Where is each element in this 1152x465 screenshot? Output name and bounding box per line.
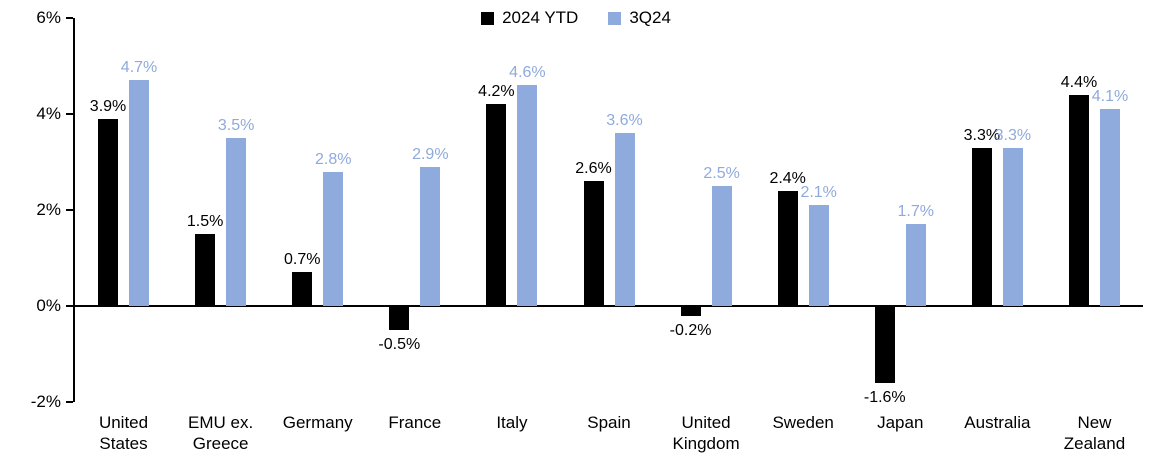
legend-swatch-3q24 <box>608 11 622 25</box>
bar-3q24 <box>1099 109 1120 306</box>
bar-2024-ytd <box>583 181 604 306</box>
value-label: 2.4% <box>769 169 806 187</box>
value-label: 3.3% <box>994 126 1032 144</box>
legend-swatch-2024-ytd <box>481 11 495 25</box>
value-label: 2.1% <box>800 184 837 202</box>
x-category-label: United States <box>98 413 149 454</box>
y-tick-label: 0% <box>36 296 61 315</box>
value-label: 3.6% <box>606 112 643 130</box>
bar-3q24 <box>226 138 247 306</box>
legend-item-2024-ytd: 2024 YTD <box>481 8 578 28</box>
bar-2024-ytd <box>971 147 992 306</box>
bar-3q24 <box>323 171 344 306</box>
value-label: 3.5% <box>217 117 255 134</box>
y-tick-mark <box>66 401 73 403</box>
value-label: 0.7% <box>283 251 321 269</box>
x-category-label: France <box>388 413 442 432</box>
value-label: 4.7% <box>120 59 158 77</box>
y-axis-line <box>73 18 75 402</box>
y-tick-label: -2% <box>30 392 61 411</box>
bar-2024-ytd <box>777 190 798 306</box>
chart-legend: 2024 YTD 3Q24 <box>0 8 1152 28</box>
x-category-label: Japan <box>877 413 924 432</box>
value-label: -0.2% <box>669 321 712 339</box>
x-category-label: EMU ex. Greece <box>188 413 254 454</box>
y-tick-mark <box>66 209 73 211</box>
value-label: 4.6% <box>509 64 546 82</box>
bar-2024-ytd <box>389 306 410 330</box>
x-category-label: United Kingdom <box>672 413 740 454</box>
value-label: 2.6% <box>575 160 612 178</box>
y-tick-label: 6% <box>36 8 61 27</box>
bar-3q24 <box>1002 147 1023 306</box>
value-label: 4.1% <box>1091 88 1129 106</box>
bar-2024-ytd <box>680 306 701 316</box>
bar-2024-ytd <box>874 306 895 383</box>
bar-3q24 <box>905 224 926 306</box>
x-category-label: Germany <box>282 413 353 432</box>
y-tick-mark <box>66 17 73 19</box>
bar-2024-ytd <box>486 104 507 306</box>
x-category-label: Italy <box>496 413 528 432</box>
x-category-label: Sweden <box>772 413 834 432</box>
y-tick-label: 2% <box>36 200 61 219</box>
legend-label-2024-ytd: 2024 YTD <box>502 8 579 27</box>
value-label: 3.3% <box>963 126 1001 144</box>
bar-3q24 <box>420 166 441 306</box>
x-category-label: New Zealand <box>1063 413 1126 454</box>
value-label: -0.5% <box>378 336 421 353</box>
value-label: 2.8% <box>314 150 352 168</box>
bar-2024-ytd <box>195 234 216 306</box>
legend-label-3q24: 3Q24 <box>629 8 671 27</box>
bar-3q24 <box>614 133 635 306</box>
value-label: 4.2% <box>478 83 515 101</box>
y-tick-mark <box>66 113 73 115</box>
x-category-label: Spain <box>587 413 631 432</box>
value-label: 1.7% <box>897 203 934 221</box>
bar-3q24 <box>808 205 829 306</box>
value-label: -1.6% <box>863 388 906 406</box>
value-label: 4.4% <box>1060 73 1098 91</box>
y-tick-mark <box>66 305 73 307</box>
bar-3q24 <box>517 85 538 306</box>
bar-2024-ytd <box>1068 94 1089 306</box>
y-tick-label: 4% <box>36 104 61 123</box>
bar-3q24 <box>711 186 732 306</box>
x-category-label: Australia <box>964 413 1031 432</box>
value-label: 3.9% <box>89 97 127 115</box>
bar-2024-ytd <box>292 272 313 306</box>
value-label: 2.9% <box>412 145 449 163</box>
bar-2024-ytd <box>98 118 119 306</box>
value-label: 2.5% <box>703 165 740 182</box>
x-axis-line <box>73 305 1143 307</box>
legend-item-3q24: 3Q24 <box>608 8 671 28</box>
value-label: 1.5% <box>186 213 224 230</box>
bar-3q24 <box>129 80 150 306</box>
